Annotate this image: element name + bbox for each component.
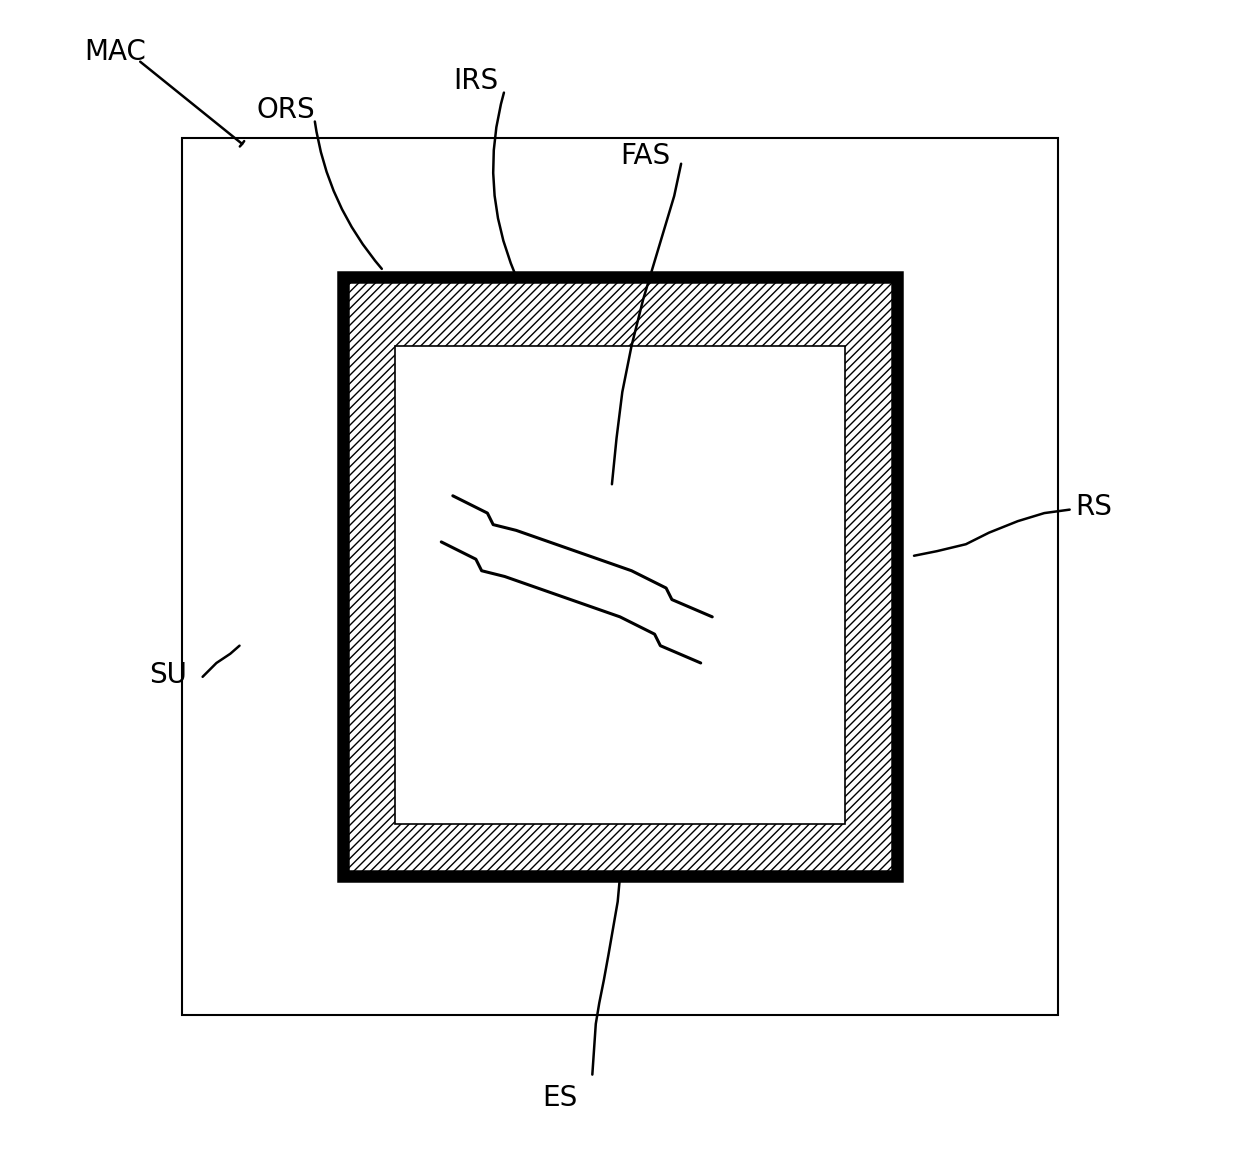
Bar bbox=[343, 277, 897, 876]
Text: IRS: IRS bbox=[453, 67, 498, 95]
Bar bbox=[396, 346, 844, 824]
Bar bbox=[343, 277, 897, 876]
Text: RS: RS bbox=[1075, 493, 1112, 521]
Text: ES: ES bbox=[542, 1084, 578, 1111]
Text: FAS: FAS bbox=[620, 142, 670, 169]
Text: ORS: ORS bbox=[257, 96, 315, 123]
Bar bbox=[182, 138, 1058, 1015]
Text: SU: SU bbox=[150, 661, 187, 688]
Text: MAC: MAC bbox=[84, 38, 146, 66]
